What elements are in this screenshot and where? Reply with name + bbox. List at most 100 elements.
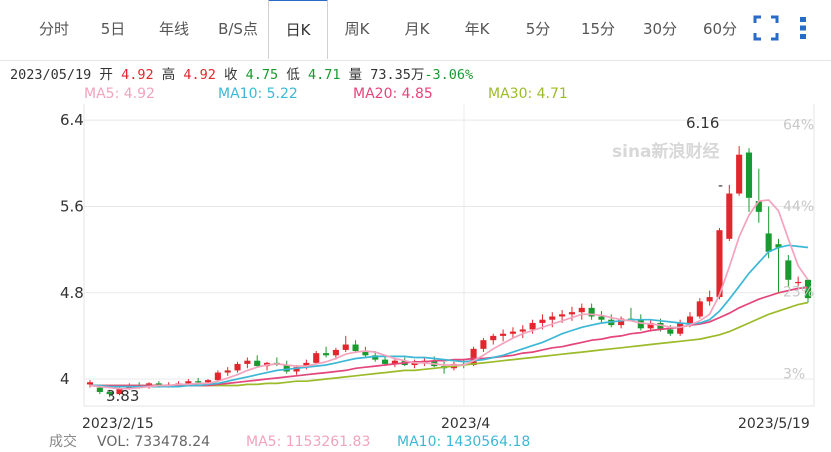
volume-legend-ma5: MA5: 1153261.83 bbox=[246, 434, 370, 450]
tab-5day[interactable]: 5日 bbox=[100, 20, 126, 38]
volume-label: 量 bbox=[348, 67, 363, 83]
candle-body bbox=[185, 381, 192, 384]
candle-body bbox=[677, 322, 684, 334]
candle-body bbox=[382, 359, 389, 364]
quote-date: 2023/05/19 bbox=[10, 67, 92, 83]
ma10-line bbox=[90, 244, 809, 388]
candle-body bbox=[775, 244, 782, 248]
candle-body bbox=[323, 353, 330, 356]
candle-body bbox=[765, 233, 772, 252]
candle-body bbox=[755, 201, 762, 212]
candle-body bbox=[391, 360, 398, 364]
ma5-legend: MA5: 4.92 bbox=[84, 86, 155, 102]
change-value: -3.06% bbox=[424, 67, 474, 83]
tab-bs-points[interactable]: B/S点 bbox=[218, 20, 258, 38]
open-value: 4.92 bbox=[121, 67, 154, 83]
more-vertical-icon[interactable] bbox=[795, 14, 811, 42]
candle-body bbox=[165, 384, 172, 386]
x-tick-mid: 2023/4 bbox=[441, 416, 490, 432]
candle-body bbox=[588, 307, 595, 317]
quote-info-bar: 2023/05/19 开 4.92 高 4.92 收 4.75 低 4.71 量… bbox=[10, 63, 473, 83]
candle-body bbox=[372, 355, 379, 360]
y-tick-label: 5.6 bbox=[60, 197, 84, 215]
candle-body bbox=[726, 193, 733, 239]
candle-body bbox=[362, 350, 369, 356]
tab-intraday[interactable]: 分时 bbox=[38, 20, 69, 38]
candle-body bbox=[136, 385, 143, 387]
volume-legend-label: 成交 bbox=[49, 433, 77, 450]
candle-body bbox=[195, 381, 202, 383]
tab-weekly-k[interactable]: 周K bbox=[344, 20, 370, 38]
x-tick-start: 2023/2/15 bbox=[82, 416, 154, 432]
candle-body bbox=[549, 316, 556, 320]
candle-body bbox=[745, 152, 753, 198]
y-tick-label: 4.8 bbox=[60, 284, 84, 302]
y-tick-label: 6.4 bbox=[60, 111, 84, 129]
candle-body bbox=[126, 385, 133, 389]
pct-tick-label: 3% bbox=[783, 366, 805, 382]
candle-body bbox=[293, 367, 300, 372]
candle-body bbox=[460, 363, 467, 366]
low-value: 4.71 bbox=[307, 67, 341, 83]
candle-body bbox=[647, 322, 654, 329]
candle-body bbox=[529, 322, 536, 330]
volume-legend-ma10: MA10: 1430564.18 bbox=[397, 434, 530, 450]
tab-daily-k[interactable]: 日K bbox=[268, 0, 328, 59]
candle-body bbox=[106, 391, 113, 395]
pct-tick-label: 44% bbox=[783, 199, 814, 215]
tab-60min[interactable]: 60分 bbox=[702, 20, 738, 38]
close-label: 收 bbox=[224, 67, 238, 83]
candle-body bbox=[411, 362, 418, 366]
candle-body bbox=[214, 372, 221, 381]
candle-body bbox=[254, 360, 261, 367]
low-label: 低 bbox=[286, 67, 300, 83]
tab-yearline[interactable]: 年线 bbox=[158, 20, 189, 38]
volume-value: 73.35万 bbox=[370, 67, 425, 83]
candle-body bbox=[696, 301, 703, 317]
candle-body bbox=[155, 383, 162, 386]
tab-monthly-k[interactable]: 月K bbox=[404, 20, 430, 38]
sina-watermark: sina新浪财经 bbox=[612, 141, 720, 162]
tab-30min[interactable]: 30分 bbox=[642, 20, 678, 38]
candle-body bbox=[273, 362, 280, 366]
candle-body bbox=[706, 297, 713, 302]
ma20-legend: MA20: 4.85 bbox=[353, 86, 433, 102]
candle-body bbox=[804, 279, 812, 299]
tab-5min[interactable]: 5分 bbox=[525, 20, 551, 38]
y-tick-label: 4 bbox=[60, 370, 70, 388]
candle-body bbox=[332, 349, 339, 356]
candle-body bbox=[283, 365, 290, 372]
min-price-label: 3.83 bbox=[106, 387, 139, 405]
tab-yearly-k[interactable]: 年K bbox=[464, 20, 490, 38]
candle-body bbox=[313, 353, 320, 363]
candle-body bbox=[431, 360, 438, 367]
candle-body bbox=[627, 318, 635, 320]
candle-body bbox=[559, 314, 566, 317]
candle-body bbox=[490, 335, 497, 341]
ma30-legend: MA30: 4.71 bbox=[488, 86, 568, 102]
ma30-line bbox=[90, 301, 809, 387]
candle-body bbox=[145, 383, 153, 387]
candle-body bbox=[598, 316, 605, 320]
candle-body bbox=[686, 316, 694, 323]
candle-body bbox=[224, 370, 231, 373]
max-marker-dash: - bbox=[718, 178, 723, 194]
fullscreen-icon[interactable] bbox=[753, 14, 779, 42]
candle-body bbox=[578, 307, 585, 313]
candle-body bbox=[785, 260, 792, 280]
period-tab-bar: 分时 5日 年线 B/S点 日K 周K 月K 年K 5分 15分 30分 60分 bbox=[0, 0, 831, 61]
candle-body bbox=[116, 388, 123, 395]
candle-body bbox=[568, 312, 575, 315]
candle-body bbox=[441, 366, 448, 369]
candle-body bbox=[500, 333, 507, 336]
candle-body bbox=[539, 319, 546, 323]
candle-body bbox=[352, 344, 359, 351]
candle-body bbox=[608, 319, 615, 326]
candle-body bbox=[96, 387, 103, 392]
candle-body bbox=[86, 382, 94, 385]
pct-tick-label: 64% bbox=[783, 117, 814, 133]
candle-body bbox=[244, 360, 251, 364]
ma20-line bbox=[90, 286, 809, 387]
tab-15min[interactable]: 15分 bbox=[580, 20, 616, 38]
close-value: 4.75 bbox=[245, 67, 279, 83]
